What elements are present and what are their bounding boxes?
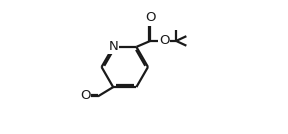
Text: N: N — [108, 40, 118, 53]
Text: O: O — [159, 34, 169, 47]
Text: O: O — [145, 11, 156, 24]
Text: O: O — [80, 89, 91, 102]
